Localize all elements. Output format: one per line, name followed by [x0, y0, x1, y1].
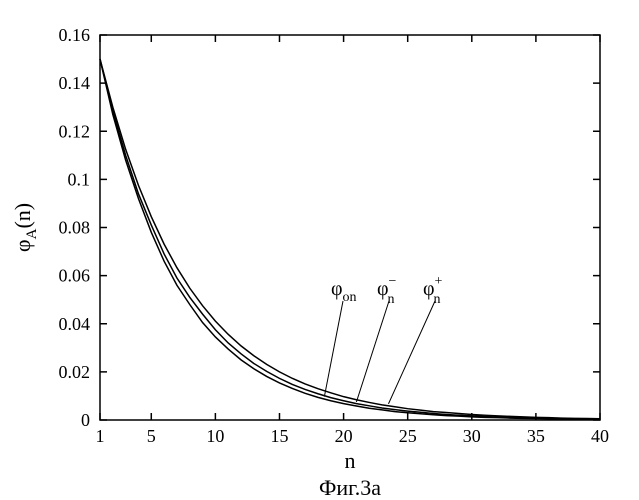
x-axis-label: n — [345, 448, 356, 473]
x-tick-label: 25 — [399, 426, 417, 446]
series-label-phi_n_minus: φ−n — [377, 274, 397, 307]
x-tick-label: 35 — [527, 426, 545, 446]
y-tick-label: 0.12 — [59, 121, 91, 141]
y-axis-label: φA(n) — [10, 203, 40, 252]
y-tick-label: 0.08 — [59, 218, 91, 238]
x-tick-label: 30 — [463, 426, 481, 446]
series-label-phi_on: φon — [331, 278, 357, 305]
x-tick-label: 10 — [206, 426, 224, 446]
y-tick-label: 0.02 — [59, 362, 91, 382]
leader-phi_on — [324, 301, 343, 397]
x-tick-label: 1 — [96, 426, 105, 446]
y-tick-label: 0.1 — [68, 169, 91, 189]
plot-border — [100, 35, 600, 420]
y-tick-label: 0.14 — [59, 73, 91, 93]
series-phi_n_plus — [100, 59, 600, 419]
x-tick-label: 40 — [591, 426, 609, 446]
x-tick-label: 5 — [147, 426, 156, 446]
y-tick-label: 0.06 — [59, 266, 91, 286]
y-tick-label: 0.04 — [59, 314, 91, 334]
figure-caption: Фиг.3a — [319, 475, 381, 500]
leader-phi_n_plus — [388, 301, 435, 404]
series-phi_n_minus — [100, 59, 600, 419]
x-tick-label: 15 — [270, 426, 288, 446]
series-label-phi_n_plus: φ+n — [423, 274, 443, 307]
y-tick-label: 0.16 — [59, 25, 91, 45]
y-tick-label: 0 — [81, 410, 90, 430]
chart-svg: 151015202530354000.020.040.060.080.10.12… — [0, 0, 639, 500]
series-phi_on — [100, 59, 600, 419]
leader-phi_n_minus — [356, 301, 389, 402]
x-tick-label: 20 — [335, 426, 353, 446]
chart-container: 151015202530354000.020.040.060.080.10.12… — [0, 0, 639, 500]
